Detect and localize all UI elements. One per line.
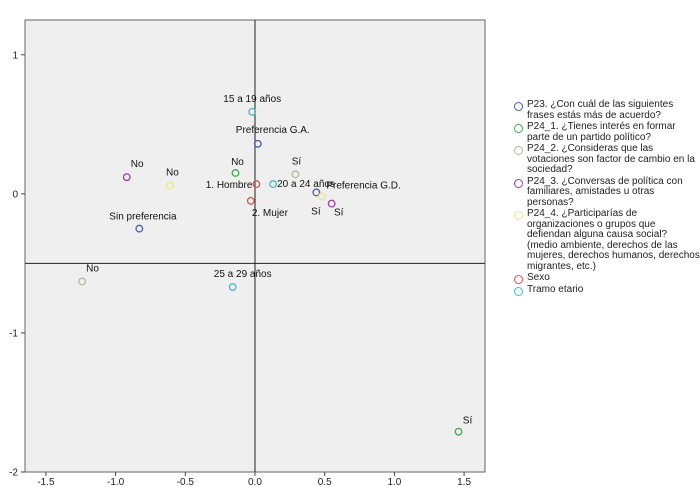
y-tick-label: -1 — [9, 328, 18, 339]
legend-marker-icon — [514, 287, 523, 296]
data-point — [317, 192, 326, 201]
point-label: 1. Hombre — [206, 180, 253, 191]
x-tick-label: -1.5 — [37, 477, 55, 487]
point-label: Sí — [311, 207, 321, 218]
point-label: Sí — [292, 156, 302, 167]
data-point — [246, 196, 255, 205]
point-label: Preferencia G.A. — [236, 125, 310, 136]
legend-marker-icon — [514, 124, 523, 133]
legend-item: P24_1. ¿Tienes interés en formar parte d… — [513, 121, 700, 143]
x-tick-label: 1.5 — [457, 477, 471, 487]
point-label: 20 a 24 años — [277, 179, 335, 190]
data-point — [166, 181, 174, 190]
y-tick-label: -2 — [9, 468, 18, 479]
legend-marker-icon — [514, 178, 523, 188]
legend-label: Sexo — [527, 272, 550, 283]
legend-label: P23. ¿Con cuál de las siguientes frases … — [527, 99, 674, 121]
data-point — [454, 427, 463, 436]
legend-label: Tramo etario — [527, 284, 584, 295]
point-label: 25 a 29 años — [214, 269, 272, 280]
legend-item: Sexo — [513, 272, 700, 284]
data-point — [291, 170, 300, 179]
legend-label: P24_1. ¿Tienes interés en formar parte d… — [527, 121, 676, 143]
point-label: Sí — [334, 208, 344, 219]
point-label: No — [86, 263, 99, 274]
point-label: No — [166, 168, 179, 179]
point-label: 15 a 19 años — [223, 94, 281, 105]
legend-marker-icon — [514, 102, 523, 111]
legend-label: P24_4. ¿Participarías de organizaciones … — [527, 208, 700, 272]
x-tick-label: 0.0 — [248, 477, 262, 487]
point-label: No — [131, 159, 144, 170]
legend-marker-icon — [514, 146, 523, 155]
legend-item: P24_4. ¿Participarías de organizaciones … — [513, 208, 700, 272]
point-label: Sin preferencia — [109, 212, 177, 223]
data-point — [122, 173, 131, 182]
data-point — [248, 107, 257, 116]
x-tick-label: -0.5 — [177, 477, 195, 487]
data-point — [269, 180, 278, 189]
legend-marker-icon — [514, 211, 523, 220]
legend-item: P23. ¿Con cuál de las siguientes frases … — [513, 99, 700, 121]
legend-label: P24_3. ¿Conversas de política con famili… — [527, 175, 683, 208]
x-tick-label: 0.5 — [318, 477, 332, 487]
point-label: 2. Mujer — [252, 208, 289, 219]
x-tick-label: -1.0 — [107, 477, 125, 487]
y-tick-label: 1 — [12, 50, 18, 61]
x-tick-label: 1.0 — [387, 477, 401, 487]
data-point — [228, 283, 237, 291]
legend-item: P24_2. ¿Consideras que las votaciones so… — [513, 143, 700, 176]
legend-item: P24_3. ¿Conversas de política con famili… — [513, 175, 700, 209]
legend-label: P24_2. ¿Consideras que las votaciones so… — [527, 143, 695, 175]
data-point — [252, 180, 261, 189]
data-point — [78, 277, 87, 286]
data-point — [312, 188, 321, 197]
data-point — [327, 199, 336, 208]
data-point — [135, 224, 144, 233]
legend: P23. ¿Con cuál de las siguientes frases … — [513, 99, 700, 297]
legend-marker-icon — [514, 275, 523, 284]
point-label: Preferencia G.D. — [326, 180, 400, 191]
data-point — [253, 139, 262, 148]
y-tick-label: 0 — [12, 189, 18, 200]
point-label: Sí — [463, 416, 473, 427]
legend-item: Tramo etario — [513, 284, 700, 296]
point-label: No — [231, 157, 244, 168]
data-point — [231, 169, 240, 177]
